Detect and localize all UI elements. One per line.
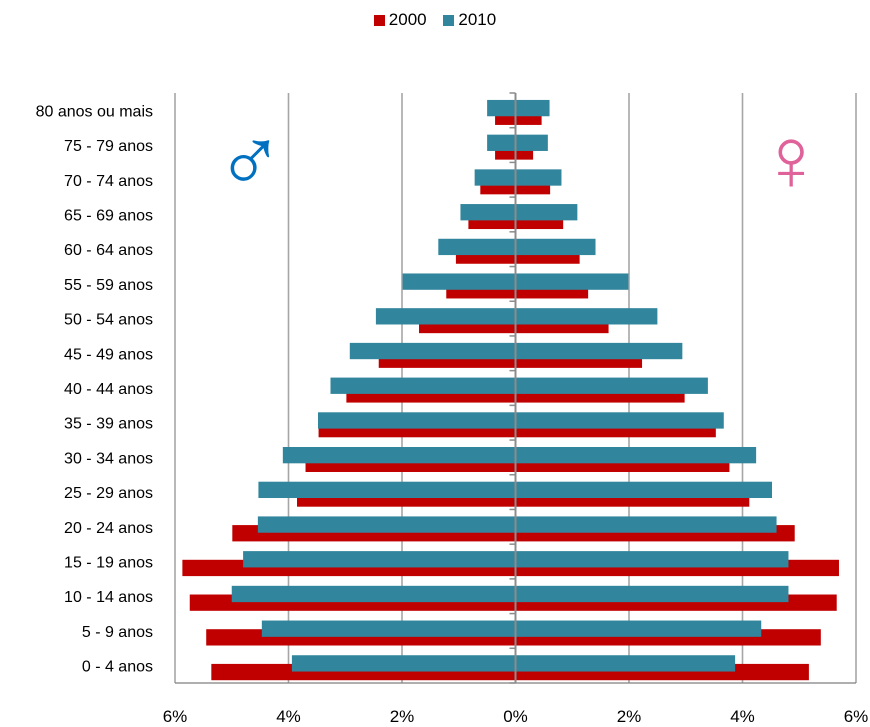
x-tick-label: 2% <box>390 707 415 726</box>
bar-2010-male <box>330 377 516 394</box>
bar-2010-male <box>487 134 516 151</box>
female-symbol-icon: ♀ <box>757 110 825 210</box>
category-label: 35 - 39 anos <box>64 416 153 433</box>
bar-2010-female <box>515 169 562 186</box>
bar-2010-female <box>515 585 789 603</box>
legend-swatch-2010 <box>443 14 455 26</box>
category-label: 60 - 64 anos <box>64 242 153 259</box>
category-label: 50 - 54 anos <box>64 312 153 329</box>
legend-item-2000: 2000 <box>373 10 427 30</box>
bar-2010-female <box>515 342 683 360</box>
labels: 0 - 4 anos 5 - 9 anos 10 - 14 anos 15 - 19 … <box>36 103 869 726</box>
male-symbol-icon: ♂ <box>216 110 285 212</box>
category-label: 70 - 74 anos <box>64 173 153 190</box>
x-tick-label: 4% <box>276 707 301 726</box>
legend: 2000 2010 <box>0 10 870 31</box>
x-tick-label: 0% <box>503 707 528 726</box>
category-label: 30 - 34 anos <box>64 450 153 467</box>
category-label: 80 anos ou mais <box>36 103 153 120</box>
bar-2010-female <box>515 551 789 568</box>
x-tick-label: 4% <box>730 707 755 726</box>
bar-2010-female <box>515 447 757 464</box>
bar-2010-female <box>515 204 578 221</box>
bar-2010-male <box>243 551 516 568</box>
category-label: 40 - 44 anos <box>64 381 153 398</box>
x-tick-label: 2% <box>617 707 642 726</box>
bar-2010-male <box>487 99 516 117</box>
bar-2010-male <box>375 308 516 325</box>
legend-swatch-2000 <box>373 14 385 26</box>
category-label: 75 - 79 anos <box>64 138 153 155</box>
category-label: 5 - 9 anos <box>82 624 153 641</box>
category-label: 55 - 59 anos <box>64 277 153 294</box>
bar-2010-female <box>515 238 596 256</box>
category-label: 15 - 19 anos <box>64 555 153 572</box>
category-label: 10 - 14 anos <box>64 589 153 606</box>
bar-2010-male <box>349 342 516 360</box>
bar-2010-female <box>515 308 658 325</box>
bar-2010-male <box>258 481 516 499</box>
bar-2010-female <box>515 273 629 290</box>
bar-2010-male <box>257 516 516 533</box>
bar-2010-female <box>515 481 773 499</box>
bar-2010-male <box>460 204 516 221</box>
bar-2010-male <box>402 273 516 290</box>
bar-2010-female <box>515 516 777 533</box>
category-label: 45 - 49 anos <box>64 346 153 363</box>
bar-2010-female <box>515 655 736 672</box>
bar-2010-male <box>231 585 516 603</box>
bars <box>182 99 839 681</box>
category-label: 65 - 69 anos <box>64 207 153 224</box>
axes <box>175 92 856 684</box>
bar-2010-female <box>515 412 724 429</box>
bar-2010-female <box>515 134 548 151</box>
category-label: 20 - 24 anos <box>64 520 153 537</box>
bar-2010-male <box>261 620 516 637</box>
bar-2010-female <box>515 99 550 117</box>
bar-2010-male <box>438 238 516 256</box>
legend-label-2010: 2010 <box>458 10 497 29</box>
bar-2010-male <box>318 412 516 429</box>
bar-2010-male <box>291 655 516 672</box>
legend-item-2010: 2010 <box>443 10 496 30</box>
category-label: 25 - 29 anos <box>64 485 153 502</box>
legend-label-2000: 2000 <box>388 10 427 29</box>
category-label: 0 - 4 anos <box>82 659 153 676</box>
bar-2010-male <box>474 169 516 186</box>
bar-2010-female <box>515 377 708 394</box>
bar-2010-female <box>515 620 762 637</box>
bar-2010-male <box>282 447 516 464</box>
x-tick-label: 6% <box>844 707 869 726</box>
x-tick-label: 6% <box>163 707 188 726</box>
